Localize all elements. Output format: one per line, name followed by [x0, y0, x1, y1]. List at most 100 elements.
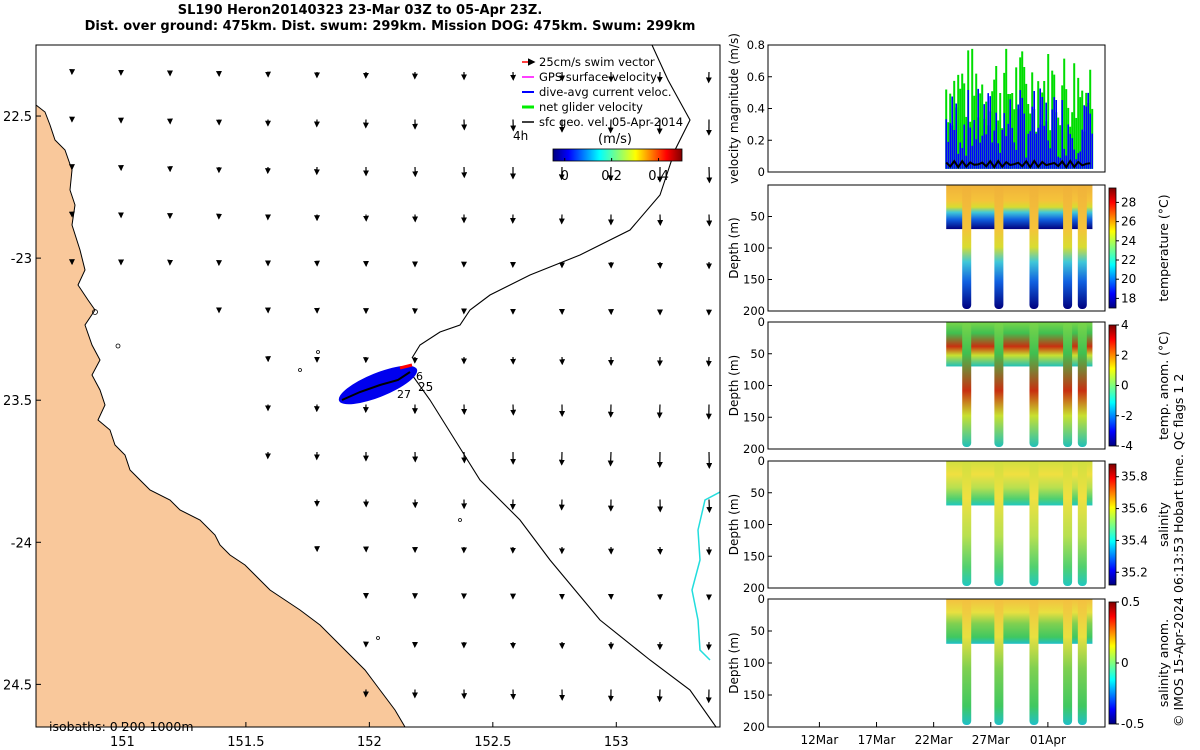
depth-y-tick-label: 200 — [743, 304, 765, 318]
map-x-tick-label: 152.5 — [474, 735, 511, 750]
reef-outlines — [92, 309, 462, 640]
depth-y-tick-label: 0 — [758, 592, 765, 606]
velocity-y-tick-label: 0.8 — [747, 38, 765, 52]
depth-y-tick-label: 150 — [743, 549, 765, 563]
surface-velocity-vectors — [68, 69, 713, 704]
dive-profile-fill — [1077, 322, 1087, 447]
depth-y-tick-label: 150 — [743, 688, 765, 702]
legend-net-velocity: net glider velocity — [539, 100, 643, 114]
depth-y-tick-label: 50 — [750, 210, 765, 224]
colorbar-label: temp. anom. (°C) — [1156, 331, 1171, 440]
colorbar-tick-label: 2 — [1121, 348, 1129, 362]
panel-frame — [767, 460, 1106, 589]
colorbar-tick-label: 4 — [1121, 318, 1129, 332]
time-x-tick-label: 17Mar — [858, 733, 896, 747]
colorbar-tick-label: 24 — [1121, 234, 1136, 248]
panel-ylabel: velocity magnitude (m/s) — [727, 33, 741, 184]
map-x-tick-label: 153 — [604, 735, 629, 750]
colorbar-tick-label: 22 — [1121, 253, 1136, 267]
map-colorbar-tick-label: 0.4 — [648, 169, 669, 184]
colorbar-tick-label: 20 — [1121, 272, 1136, 286]
depth-y-tick-label: 200 — [743, 442, 765, 456]
track-label-a: 6 — [416, 370, 423, 383]
dive-profile-fill — [962, 185, 972, 309]
colorbar-label: salinity — [1156, 501, 1171, 546]
colorbar-tick-label: 28 — [1121, 195, 1136, 209]
panel-ylabel: Depth (m) — [727, 632, 741, 693]
map-y-tick-label: 23.5 — [3, 394, 32, 409]
panel-colorbar — [1108, 187, 1117, 309]
colorbar-label: salinity anom. — [1156, 619, 1171, 707]
map-legend: 25cm/s swim vector GPS surface velocity … — [513, 55, 683, 184]
chart-title-line1: SL190 Heron20140323 23-Mar 03Z to 05-Apr… — [177, 3, 543, 18]
depth-y-tick-label: 0 — [758, 454, 765, 468]
time-x-tick-label: 01Apr — [1030, 733, 1066, 747]
dive-profile-fill — [1029, 185, 1039, 309]
panel-ylabel: Depth (m) — [727, 494, 741, 555]
panel-ylabel: Depth (m) — [727, 355, 741, 416]
colorbar-tick-label: -4 — [1121, 439, 1133, 453]
depth-y-tick-label: 50 — [750, 624, 765, 638]
depth-y-tick-label: 50 — [750, 486, 765, 500]
colorbar-tick-label: 0 — [1121, 656, 1129, 670]
legend-gps-velocity: GPS surface velocity — [539, 70, 657, 84]
dive-profile-fill — [1063, 599, 1073, 725]
map-y-tick-label: 24.5 — [3, 678, 32, 693]
geo-velocity-line — [945, 159, 1091, 170]
colorbar-tick-label: 0.5 — [1121, 595, 1140, 609]
dive-profile-fill — [994, 461, 1004, 586]
colorbar-tick-label: 35.4 — [1121, 533, 1148, 547]
isobaths-label: isobaths: 0 200 1000m — [49, 719, 194, 734]
dive-profile-fill — [1029, 322, 1039, 447]
depth-y-tick-label: 0 — [758, 315, 765, 329]
colorbar-tick-label: 35.2 — [1121, 565, 1148, 579]
dive-profile-fill — [1063, 322, 1073, 447]
dive-profile-fill — [962, 461, 972, 586]
colorbar-tick-label: 35.6 — [1121, 502, 1148, 516]
map-x-tick-label: 152 — [357, 735, 382, 750]
map-colorbar-tick-label: 0.2 — [601, 169, 622, 184]
map-colorbar-tick-label: 0 — [561, 169, 569, 184]
dive-profile-fill — [1029, 599, 1039, 725]
depth-y-tick-label: 100 — [743, 518, 765, 532]
panel-frame — [767, 321, 1106, 450]
time-x-tick-label: 22Mar — [915, 733, 953, 747]
depth-y-tick-label: 50 — [750, 347, 765, 361]
colorbar-tick-label: 18 — [1121, 291, 1136, 305]
velocity-y-tick-label: 0 — [758, 165, 765, 179]
geo-velocity-arrow — [607, 451, 614, 467]
dive-profile-fill — [994, 599, 1004, 725]
depth-y-tick-label: 200 — [743, 720, 765, 734]
dive-profile-fill — [1077, 461, 1087, 586]
depth-y-tick-label: 100 — [743, 241, 765, 255]
time-label: 4h — [513, 129, 528, 143]
colorbar-tick-label: 0 — [1121, 379, 1129, 393]
glider-track — [338, 363, 418, 405]
panel-temperature-anomaly-section: 0 50 100 150 200 4 2 0 -2 -4 temp. anom. (°C) Depth… — [727, 315, 1171, 456]
track-swim-vectors — [341, 371, 411, 401]
colorbar-tick-label: -2 — [1121, 409, 1133, 423]
colorbar-label: temperature (°C) — [1156, 194, 1171, 301]
dive-profile-fill — [1077, 185, 1087, 309]
map-x-tick-label: 151 — [110, 735, 135, 750]
isobath-contours — [409, 45, 717, 727]
dive-profile-fill — [962, 322, 972, 447]
depth-y-tick-label: 150 — [743, 410, 765, 424]
dive-profile-fill — [1077, 599, 1087, 725]
legend-geo-velocity: sfc geo. vel. 05-Apr-2014 — [539, 115, 683, 129]
colorbar-unit-label: (m/s) — [598, 132, 632, 147]
imos-credit: © IMOS 15-Apr-2024 06:13:53 Hobart time.… — [1171, 374, 1186, 727]
time-x-tick-label: 27Mar — [972, 733, 1010, 747]
time-axis: 12Mar 17Mar 22Mar 27Mar 01Apr — [800, 722, 1066, 747]
depth-y-tick-label: 150 — [743, 273, 765, 287]
panel-colorbar — [1108, 463, 1117, 586]
dive-profile-fill — [1063, 461, 1073, 586]
map-colorbar — [552, 148, 683, 162]
legend-swim-vector: 25cm/s swim vector — [539, 55, 655, 69]
chart-title-line2: Dist. over ground: 475km. Dist. swum: 29… — [84, 19, 696, 34]
map-y-tick-label: 22.5 — [3, 110, 32, 125]
velocity-y-tick-label: 0.4 — [747, 102, 765, 116]
depth-y-tick-label: 200 — [743, 581, 765, 595]
